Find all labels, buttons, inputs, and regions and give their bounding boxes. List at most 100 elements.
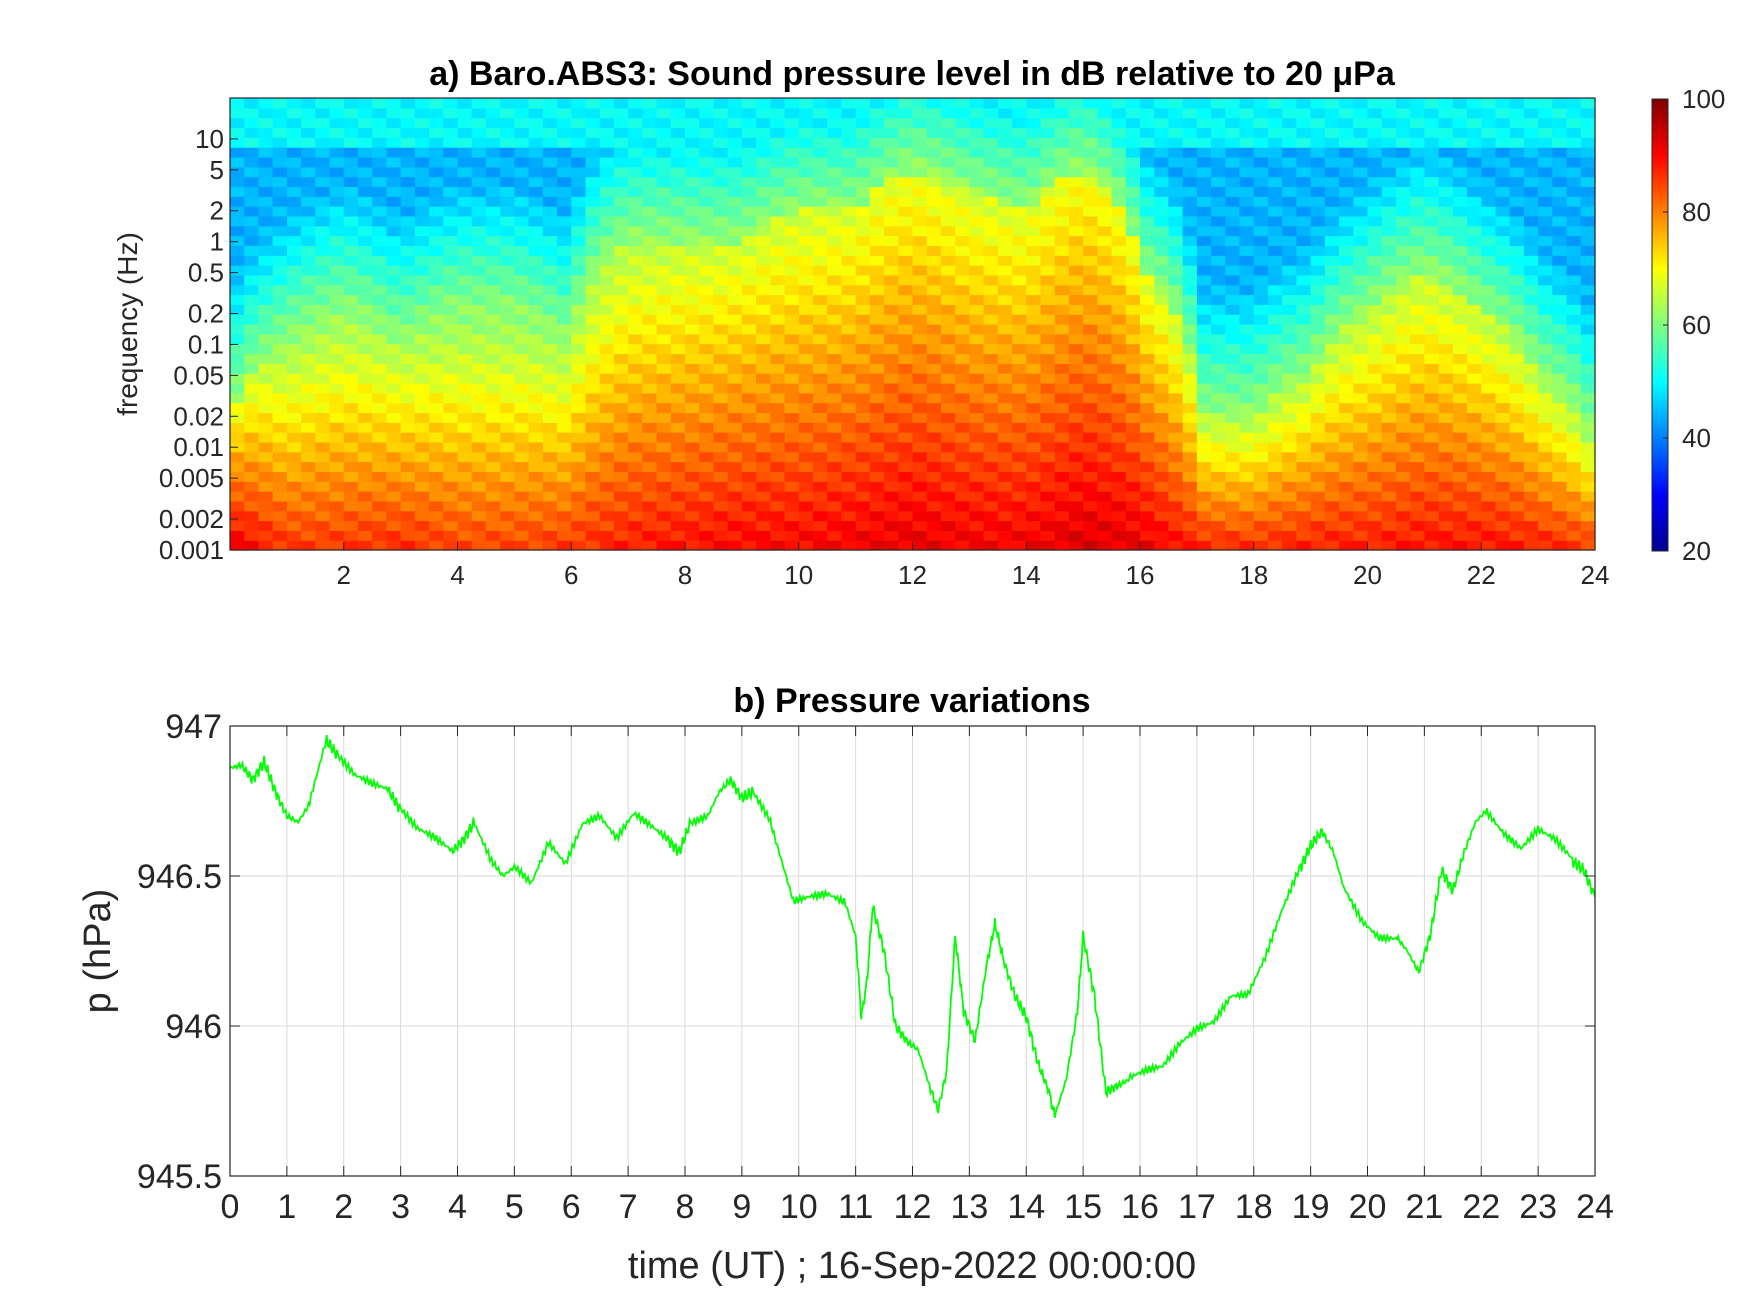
spectrogram-cell <box>414 117 430 129</box>
spectrogram-cell <box>756 225 771 237</box>
spectrogram-cell <box>955 491 970 502</box>
spectrogram-cell <box>756 422 771 433</box>
spectrogram-cell <box>727 255 743 266</box>
spectrogram-cell <box>1552 186 1568 197</box>
spectrogram-cell <box>855 441 871 453</box>
spectrogram-cell <box>784 363 800 374</box>
spectrogram-cell <box>500 98 515 109</box>
spectrogram-cell <box>741 422 757 433</box>
spectrogram-cell <box>1168 530 1184 541</box>
spectrogram-cell <box>1012 402 1027 414</box>
spectrogram-cell <box>514 166 530 178</box>
spectrogram-cell <box>1054 186 1070 197</box>
spectrogram-cell <box>1012 392 1027 404</box>
spectrogram-cell <box>656 206 672 217</box>
spectrogram-cell <box>315 520 331 531</box>
spectrogram-cell <box>372 363 388 374</box>
spectrogram-cell <box>756 314 771 325</box>
spectrogram-cell <box>315 314 331 325</box>
spectrogram-cell <box>457 353 473 364</box>
spectrogram-cell <box>400 147 416 158</box>
spectrogram-cell <box>528 186 544 197</box>
spectrogram-cell <box>500 186 515 197</box>
spectrogram-cell <box>1154 520 1170 531</box>
spectrogram-cell <box>741 392 757 404</box>
spectrogram-cell <box>443 274 459 286</box>
spectrogram-cell <box>685 402 700 414</box>
spectrogram-cell <box>1125 451 1141 463</box>
spectrogram-cell <box>1467 98 1482 109</box>
spectrogram-cell <box>1509 225 1525 237</box>
spectrogram-cell <box>485 225 501 237</box>
spectrogram-cell <box>685 274 700 286</box>
spectrogram-cell <box>713 353 729 364</box>
spectrogram-cell <box>1040 422 1056 433</box>
spectrogram-cell <box>926 284 942 296</box>
spectrogram-cell <box>500 235 515 246</box>
spectrogram-cell <box>457 176 473 188</box>
spectrogram-cell <box>1211 461 1226 472</box>
spectrogram-cell <box>485 353 501 364</box>
spectrogram-cell <box>1182 520 1198 531</box>
spectrogram-cell <box>685 540 700 551</box>
spectrogram-cell <box>1296 294 1312 305</box>
spectrogram-cell <box>1068 107 1084 119</box>
spectrogram-cell <box>1367 510 1383 522</box>
spectrogram-cell <box>557 245 572 256</box>
spectrogram-cell <box>770 353 786 364</box>
spectrogram-cell <box>1168 304 1184 315</box>
spectrogram-cell <box>642 245 658 256</box>
spectrogram-cell <box>1083 324 1098 335</box>
spectrogram-cell <box>1367 255 1383 266</box>
spectrogram-cell <box>827 540 843 551</box>
spectrogram-cell <box>400 107 416 119</box>
spectrogram-cell <box>528 520 544 531</box>
spectrogram-cell <box>812 255 828 266</box>
spectrogram-cell <box>1054 422 1070 433</box>
spectrogram-cell <box>841 510 857 522</box>
spectrogram-cell <box>642 137 658 148</box>
spectrogram-cell <box>770 343 786 355</box>
spectrogram-cell <box>1523 422 1539 433</box>
spectrogram-cell <box>1566 461 1582 472</box>
spectrogram-cell <box>1026 206 1042 217</box>
spectrogram-cell <box>1395 235 1411 246</box>
spectrogram-cell <box>343 491 359 502</box>
spectrogram-cell <box>329 481 345 492</box>
spectrogram-cell <box>457 530 473 541</box>
spectrogram-cell <box>1225 255 1241 266</box>
spectrogram-cell <box>940 225 956 237</box>
spectrogram-cell <box>357 127 373 138</box>
spectrogram-cell <box>542 166 558 178</box>
spectrogram-cell <box>969 186 985 197</box>
spectrogram-cell <box>1438 137 1454 148</box>
spectrogram-cell <box>1438 491 1454 502</box>
spectrogram-cell <box>1211 156 1226 168</box>
spectrogram-cell <box>1026 392 1042 404</box>
spectrogram-cell <box>997 530 1013 541</box>
spectrogram-cell <box>1040 343 1056 355</box>
spectrogram-cell <box>1296 127 1312 138</box>
spectrogram-cell <box>1083 530 1098 541</box>
spectrogram-cell <box>1068 265 1084 276</box>
pressure-x-tick-label: 21 <box>1405 1188 1443 1226</box>
spectrogram-cell <box>599 520 615 531</box>
spectrogram-cell <box>230 451 245 463</box>
spectrogram-cell <box>1339 127 1354 138</box>
spectrogram-cell <box>372 540 388 551</box>
spectrogram-cell <box>656 284 672 296</box>
spectrogram-cell <box>1168 215 1184 227</box>
spectrogram-cell <box>770 98 786 109</box>
spectrogram-cell <box>1310 353 1326 364</box>
spectrogram-cell <box>1111 117 1127 129</box>
spectrogram-cell <box>386 127 402 138</box>
spectrogram-cell <box>685 382 700 394</box>
spectrogram-cell <box>613 215 629 227</box>
spectrogram-cell <box>1452 324 1468 335</box>
spectrogram-cell <box>955 451 970 463</box>
spectrogram-cell <box>1410 225 1425 237</box>
spectrogram-cell <box>272 294 288 305</box>
spectrogram-cell <box>429 333 444 345</box>
spectrogram-cell <box>613 461 629 472</box>
spectrogram-cell <box>884 314 899 325</box>
